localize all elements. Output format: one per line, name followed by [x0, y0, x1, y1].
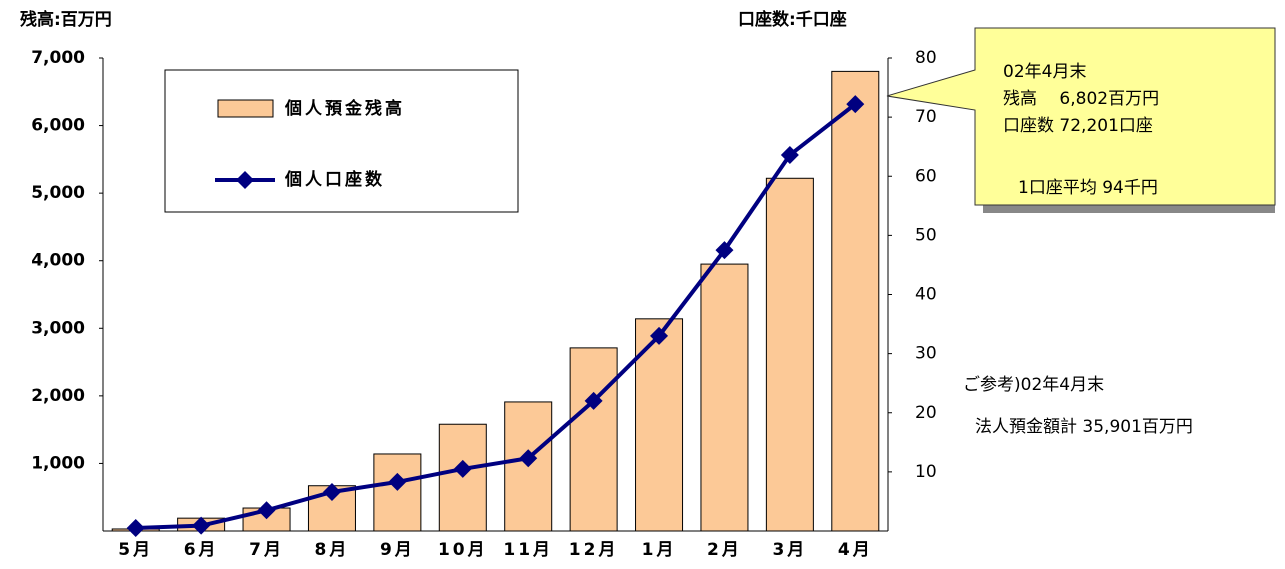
legend-marker: [236, 171, 254, 189]
y2-tick-label: 30: [915, 344, 937, 364]
y-tick-label: 1,000: [31, 453, 85, 473]
x-tick-label: 5月: [118, 540, 153, 560]
x-tick-label: 6月: [184, 540, 219, 560]
marker: [322, 482, 341, 501]
note: 法人預金額計 35,901百万円: [975, 417, 1193, 437]
y2-tick-label: 50: [915, 225, 937, 245]
y-tick-label: 5,000: [31, 183, 85, 203]
marker: [453, 459, 472, 478]
marker: [388, 472, 407, 491]
bar: [700, 263, 749, 532]
y-tick-label: 2,000: [31, 386, 85, 406]
y2-tick-label: 70: [915, 107, 937, 127]
marker: [846, 95, 865, 114]
marker: [780, 145, 799, 164]
x-tick-label: 7月: [249, 540, 284, 560]
marker: [715, 241, 734, 260]
y2-tick-label: 10: [915, 462, 937, 482]
marker: [126, 519, 145, 538]
callout-line: 1口座平均 94千円: [1018, 178, 1158, 198]
callout-line: 残高 6,802百万円: [1003, 89, 1159, 109]
x-tick-label: 2月: [707, 540, 742, 560]
x-tick-label: 8月: [315, 540, 350, 560]
legend-label: 個人預金残高: [284, 98, 405, 119]
legend-swatch: [217, 99, 274, 118]
y-axis-title: 残高:百万円: [20, 9, 112, 30]
bar: [831, 70, 880, 532]
callout-line: 口座数 72,201口座: [1003, 116, 1153, 136]
y-tick-label: 6,000: [31, 116, 85, 136]
legend-label: 個人口座数: [284, 169, 385, 190]
legend: [164, 69, 519, 213]
y-tick-label: 7,000: [31, 48, 85, 68]
x-tick-label: 9月: [380, 540, 415, 560]
x-tick-label: 1月: [642, 540, 677, 560]
x-tick-label: 3月: [772, 540, 807, 560]
bar: [569, 347, 618, 532]
marker: [257, 501, 276, 520]
marker: [192, 516, 211, 535]
bar: [373, 453, 422, 532]
y2-axis-title: 口座数:千口座: [738, 9, 847, 30]
note: ご参考)02年4月末: [963, 375, 1104, 395]
x-tick-label: 4月: [838, 540, 873, 560]
marker: [650, 326, 669, 345]
callout: [886, 27, 1276, 206]
y2-tick-label: 80: [915, 48, 937, 68]
y2-tick-label: 60: [915, 166, 937, 186]
marker: [519, 449, 538, 468]
callout-line: 02年4月末: [1003, 62, 1086, 82]
x-tick-label: 11月: [503, 540, 553, 560]
y2-tick-label: 40: [915, 285, 937, 305]
line: [135, 102, 857, 531]
x-tick-label: 10月: [438, 540, 488, 560]
y-tick-label: 4,000: [31, 251, 85, 271]
marker: [584, 391, 603, 410]
y-tick-label: 3,000: [31, 318, 85, 338]
y2-tick-label: 20: [915, 403, 937, 423]
x-tick-label: 12月: [569, 540, 619, 560]
bar: [765, 177, 814, 532]
